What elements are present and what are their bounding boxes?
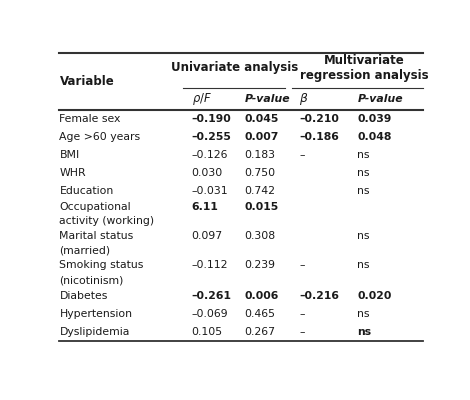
Text: 0.239: 0.239 [244,260,275,270]
Text: –0.031: –0.031 [192,186,228,196]
Text: Occupational: Occupational [60,202,131,212]
Text: ns: ns [358,186,370,196]
Text: 0.308: 0.308 [244,231,275,241]
Text: Univariate analysis: Univariate analysis [171,61,298,74]
Text: Multivariate: Multivariate [324,54,405,67]
Text: Smoking status: Smoking status [60,260,144,270]
Text: 0.105: 0.105 [192,327,223,337]
Text: regression analysis: regression analysis [300,69,429,82]
Text: ns: ns [358,168,370,178]
Text: $\beta$: $\beta$ [299,91,309,107]
Text: 0.750: 0.750 [244,168,275,178]
Text: –0.126: –0.126 [192,150,228,160]
Text: –0.190: –0.190 [192,114,231,124]
Text: –: – [299,150,305,160]
Text: ns: ns [358,150,370,160]
Text: –: – [299,260,305,270]
Text: –: – [299,327,305,337]
Text: P-value: P-value [358,94,403,104]
Text: –0.210: –0.210 [299,114,339,124]
Text: ns: ns [358,260,370,270]
Text: P-value: P-value [244,94,290,104]
Text: 0.045: 0.045 [244,114,279,124]
Text: (nicotinism): (nicotinism) [60,275,124,285]
Text: –0.261: –0.261 [192,291,232,301]
Text: 0.097: 0.097 [192,231,223,241]
Text: –0.216: –0.216 [299,291,339,301]
Text: 6.11: 6.11 [192,202,219,212]
Text: ns: ns [358,327,372,337]
Text: 0.015: 0.015 [244,202,279,212]
Text: –0.069: –0.069 [192,309,228,319]
Text: Female sex: Female sex [60,114,121,124]
Text: 0.006: 0.006 [244,291,279,301]
Text: 0.039: 0.039 [358,114,392,124]
Text: $\rho\it{/F}$: $\rho\it{/F}$ [192,91,212,107]
Text: 0.030: 0.030 [192,168,223,178]
Text: Age >60 years: Age >60 years [60,132,141,142]
Text: 0.007: 0.007 [244,132,279,142]
Text: Marital status: Marital status [60,231,134,241]
Text: 0.742: 0.742 [244,186,275,196]
Text: ns: ns [358,231,370,241]
Text: BMI: BMI [60,150,80,160]
Text: –0.255: –0.255 [192,132,232,142]
Text: Dyslipidemia: Dyslipidemia [60,327,130,337]
Text: 0.267: 0.267 [244,327,275,337]
Text: –: – [299,309,305,319]
Text: 0.048: 0.048 [358,132,392,142]
Text: WHR: WHR [60,168,86,178]
Text: 0.465: 0.465 [244,309,275,319]
Text: activity (working): activity (working) [60,216,155,226]
Text: ns: ns [358,309,370,319]
Text: 0.183: 0.183 [244,150,275,160]
Text: Education: Education [60,186,114,196]
Text: Hypertension: Hypertension [60,309,133,319]
Text: –0.186: –0.186 [299,132,339,142]
Text: Diabetes: Diabetes [60,291,108,301]
Text: 0.020: 0.020 [358,291,392,301]
Text: Variable: Variable [60,75,114,88]
Text: –0.112: –0.112 [192,260,228,270]
Text: (married): (married) [60,246,110,256]
